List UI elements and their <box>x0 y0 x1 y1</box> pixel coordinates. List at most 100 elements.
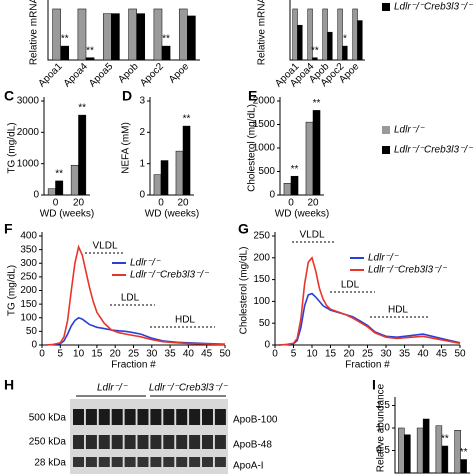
band-label: ApoB-100 <box>233 415 278 426</box>
x-tick-label: 20 <box>110 349 122 360</box>
legend-swatch <box>382 3 390 11</box>
y-axis-label: Cholesterol (mg/dL) <box>247 104 258 192</box>
significance: * <box>343 34 347 45</box>
bar <box>182 125 191 196</box>
blot-band <box>98 457 110 467</box>
bar <box>305 121 314 196</box>
marker-label: 28 kDa <box>34 458 66 469</box>
blot-band <box>176 457 188 467</box>
bar <box>60 45 70 61</box>
y-tick-label: 0 <box>269 190 275 201</box>
x-tick-label: 20 <box>177 198 189 209</box>
blot-band <box>73 435 84 449</box>
bar <box>312 110 321 196</box>
blot-band <box>98 435 110 449</box>
x-tick-label: 5 <box>58 349 64 360</box>
y-tick-label: 0 <box>33 190 39 201</box>
bar <box>297 24 303 61</box>
bar <box>47 188 56 196</box>
y-tick-label: 400 <box>20 231 37 242</box>
x-tick-label: 5 <box>291 349 297 360</box>
bar <box>175 150 184 196</box>
x-axis-label: WD (weeks) <box>40 209 94 220</box>
blot-band <box>111 457 123 467</box>
significance: ** <box>291 164 299 175</box>
y-tick-label: 0 <box>264 340 270 351</box>
bar <box>357 20 363 61</box>
bar <box>422 418 430 474</box>
bar <box>283 183 292 196</box>
significance: ** <box>441 434 449 445</box>
axis-line <box>274 232 460 346</box>
bar <box>322 8 328 61</box>
bar <box>153 8 163 61</box>
blot-band <box>85 457 97 467</box>
blot-band <box>202 435 213 449</box>
annotation: HDL <box>388 305 408 316</box>
bar <box>102 13 112 61</box>
annotation: LDL <box>341 280 360 291</box>
blot-band <box>111 409 123 425</box>
y-tick-label: 1 <box>139 158 145 169</box>
bar <box>136 13 146 61</box>
y-tick-label: 1000 <box>253 143 276 154</box>
y-tick-label: 3000 <box>17 96 40 107</box>
blot-band <box>189 457 201 467</box>
x-tick-label: 35 <box>399 349 411 360</box>
x-axis-label: Fraction # <box>111 360 156 371</box>
marker-label: 500 kDa <box>29 413 67 424</box>
annotation: LDL <box>121 293 140 304</box>
blot-band <box>150 435 162 449</box>
x-tick-label: 0 <box>288 198 294 209</box>
x-tick-label: Apoa4 <box>62 61 91 90</box>
significance: ** <box>183 114 191 125</box>
y-tick-label: 200 <box>253 252 270 263</box>
x-tick-label: 50 <box>454 349 466 360</box>
bar <box>327 31 333 61</box>
y-tick-label: 1000 <box>17 158 40 169</box>
band-label: ApoA-I <box>233 461 264 472</box>
y-tick-label: 500 <box>258 166 275 177</box>
x-tick-label: 0 <box>158 198 164 209</box>
y-tick-label: 100 <box>20 312 37 323</box>
x-tick-label: 20 <box>73 198 85 209</box>
bar <box>111 13 120 61</box>
bar <box>292 8 298 61</box>
panel-letter: D <box>122 88 132 104</box>
x-tick-label: 50 <box>219 349 231 360</box>
y-tick-label: 100 <box>253 296 270 307</box>
x-tick-label: 45 <box>436 349 448 360</box>
bar <box>128 8 137 61</box>
blot-band <box>163 435 175 449</box>
x-tick-label: 0 <box>272 349 278 360</box>
panel-letter: F <box>4 221 13 237</box>
significance: ** <box>460 447 468 458</box>
bar <box>398 427 405 474</box>
annotation: HDL <box>175 315 195 326</box>
x-tick-label: 40 <box>417 349 429 360</box>
bar <box>187 15 196 61</box>
x-axis-label: WD (weeks) <box>275 209 329 220</box>
y-tick-label: 150 <box>20 299 37 310</box>
legend-label: Ldlr⁻/⁻Creb3l3⁻/⁻ <box>394 2 473 13</box>
blot-band <box>137 409 149 425</box>
y-tick-label: 50 <box>26 326 38 337</box>
blot-band <box>202 409 213 425</box>
bar <box>352 8 358 61</box>
bar <box>337 8 343 61</box>
bar <box>460 459 467 474</box>
significance: ** <box>162 34 170 45</box>
annotation: VLDL <box>92 241 117 252</box>
line-series <box>45 316 226 346</box>
legend-swatch <box>382 126 390 134</box>
y-axis-label: TG (mg/dL) <box>7 265 18 316</box>
x-tick-label: Apoa5 <box>87 61 116 90</box>
bar <box>454 430 461 474</box>
blot-band <box>73 457 84 467</box>
panel-letter: H <box>4 377 14 393</box>
y-tick-label: 2000 <box>17 127 40 138</box>
blot-group: Ldlr⁻/⁻ <box>97 383 128 394</box>
blot-band <box>137 457 149 467</box>
y-tick-label: 2000 <box>253 96 276 107</box>
